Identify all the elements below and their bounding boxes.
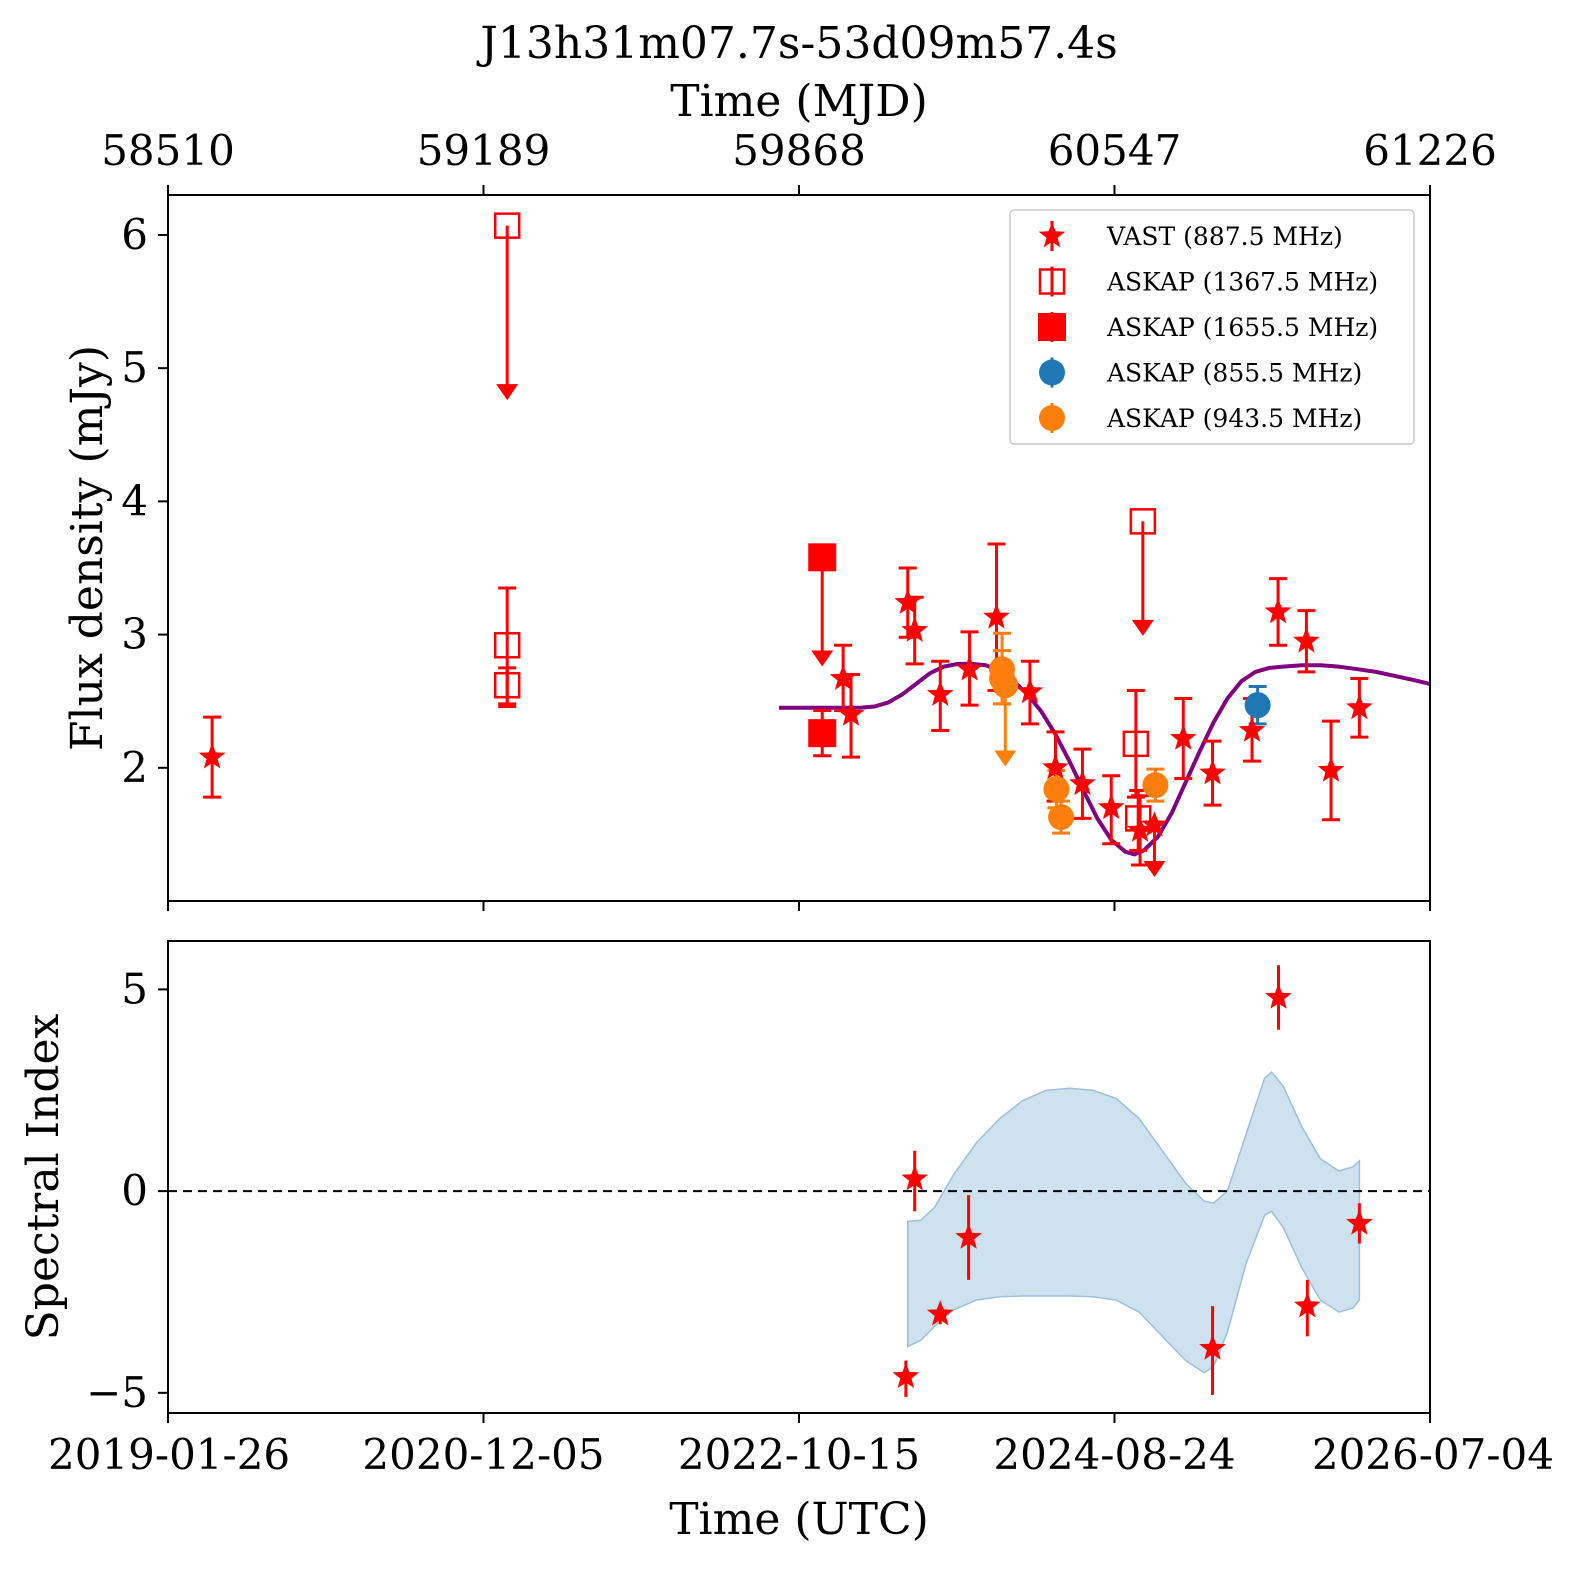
spectral-panel-frame	[167, 940, 1431, 1414]
vast-887-5-mhz-point	[901, 616, 928, 642]
legend-entry: ASKAP (1367.5 MHz)	[1038, 266, 1378, 297]
vast-887-5-mhz-point	[1126, 816, 1154, 842]
confidence-band	[906, 1071, 1361, 1374]
top-x-tick-label: 60547	[1048, 126, 1182, 175]
vast-887-5-mhz-point	[926, 680, 954, 706]
vast-887-5-mhz-point	[837, 700, 865, 726]
askap-943-5-mhz-point	[1048, 804, 1075, 831]
top-x-tick-label: 61226	[1363, 126, 1497, 175]
askap-1655-5-mhz-point	[808, 719, 837, 748]
spectral-index-point	[1294, 1292, 1321, 1318]
spectral-panel-plot-area	[168, 1071, 1430, 1374]
top-x-axis-label: Time (MJD)	[670, 76, 927, 127]
vast-887-5-mhz-point	[983, 603, 1010, 629]
bottom-x-axis-label: Time (UTC)	[669, 1494, 929, 1545]
legend-label: VAST (887.5 MHz)	[1106, 222, 1343, 251]
vast-887-5-mhz-point	[1069, 769, 1096, 796]
spectral-y-axis-label: Spectral Index	[18, 1013, 69, 1340]
vast-887-5-mhz-point	[1264, 597, 1292, 624]
legend: VAST (887.5 MHz) ASKAP (1367.5 MHz) ASKAP …	[1009, 209, 1415, 445]
top-x-tick-label: 59868	[732, 126, 866, 175]
top-x-tick-label: 59189	[417, 126, 551, 175]
vast-887-5-mhz-point	[1346, 693, 1373, 720]
vast-887-5-mhz-point	[1238, 716, 1266, 742]
legend-label: ASKAP (855.5 MHz)	[1106, 359, 1362, 388]
spectral-y-tick-label: 5	[121, 964, 148, 1013]
flux-y-tick-label: 3	[121, 610, 148, 659]
spectral-index-point	[1346, 1209, 1373, 1235]
spectral-panel-marks	[892, 965, 1373, 1397]
askap-943-5-mhz-point	[1142, 772, 1169, 799]
vast-887-5-mhz-point	[1199, 759, 1226, 785]
flux-y-axis-label: Flux density (mJy)	[62, 345, 113, 751]
bottom-x-tick-label: 2026-07-04	[1312, 1430, 1554, 1479]
vast-887-5-mhz-point	[1016, 677, 1044, 704]
vast-887-5-mhz-upper-limit-arrow-head	[1143, 861, 1166, 878]
legend-marker	[1039, 405, 1065, 431]
flux-panel-ticks: 58510 59189 59868 60547 61226 2 3 4 5 6	[101, 126, 1497, 911]
legend-entry: VAST (887.5 MHz)	[1038, 221, 1343, 251]
bottom-x-tick-label: 2019-01-26	[48, 1430, 290, 1479]
vast-887-5-mhz-upper-limit-point	[1141, 811, 1168, 837]
askap-1655-5-mhz-upper-limit-point	[808, 543, 837, 572]
legend-label: ASKAP (1367.5 MHz)	[1106, 268, 1378, 297]
bottom-x-tick-label: 2022-10-15	[678, 1430, 920, 1479]
vast-887-5-mhz-point	[1097, 793, 1125, 820]
vast-887-5-mhz-point	[956, 655, 983, 681]
spectral-y-tick-label: −5	[86, 1368, 148, 1417]
askap-1367-5-mhz-upper-limit-arrow-head	[496, 384, 519, 401]
spectral-index-point	[1265, 983, 1292, 1009]
top-x-tick-label: 58510	[101, 126, 235, 175]
vast-887-5-mhz-point	[1042, 753, 1069, 780]
legend-entry: ASKAP (943.5 MHz)	[1039, 403, 1362, 433]
askap-943-5-mhz-upper-limit-point	[992, 672, 1019, 699]
spectral-index-point	[901, 1165, 928, 1191]
legend-marker	[1038, 222, 1066, 248]
legend-marker	[1038, 268, 1066, 295]
legend-label: ASKAP (943.5 MHz)	[1106, 404, 1362, 433]
legend-marker	[1038, 313, 1066, 341]
flux-y-tick-label: 5	[121, 343, 148, 392]
spectral-y-tick-label: 0	[121, 1166, 148, 1215]
bottom-x-tick-label: 2024-08-24	[993, 1430, 1235, 1479]
askap-1367-5-mhz-upper-limit-point	[1129, 508, 1157, 535]
askap-1367-5-mhz-point	[1124, 805, 1152, 832]
flux-y-tick-label: 6	[121, 210, 148, 259]
flux-y-tick-label: 4	[121, 476, 148, 525]
bottom-x-tick-label: 2020-12-05	[362, 1430, 604, 1479]
vast-887-5-mhz-point	[1317, 756, 1345, 782]
chart-title: J13h31m07.7s-53d09m57.4s	[476, 18, 1118, 69]
askap-1655-5-mhz-upper-limit-arrow-head	[811, 650, 834, 667]
vast-887-5-mhz-point	[829, 664, 857, 690]
legend-label: ASKAP (1655.5 MHz)	[1106, 313, 1378, 342]
askap-943-5-mhz-upper-limit-arrow-head	[994, 750, 1017, 767]
spectral-index-point	[955, 1223, 982, 1249]
legend-entry: ASKAP (855.5 MHz)	[1039, 357, 1362, 388]
flux-panel-frame	[167, 194, 1431, 902]
vast-887-5-mhz-point	[1293, 627, 1320, 653]
askap-1367-5-mhz-point	[493, 631, 521, 659]
flux-panel-marks	[198, 212, 1373, 878]
askap-1367-5-mhz-point	[1122, 730, 1150, 758]
vast-887-5-mhz-point	[894, 588, 921, 614]
flux-y-tick-label: 2	[121, 743, 148, 792]
askap-943-5-mhz-point	[1043, 776, 1070, 803]
askap-1367-5-mhz-point	[493, 671, 521, 699]
spectral-index-point	[1199, 1334, 1226, 1360]
legend-entry: ASKAP (1655.5 MHz)	[1038, 312, 1378, 342]
vast-887-5-mhz-point	[1170, 724, 1197, 750]
spectral-index-point	[926, 1300, 954, 1326]
spectral-panel-ticks: 2019-01-26 2020-12-05 2022-10-15 2024-08-24…	[48, 964, 1554, 1479]
legend-box	[1009, 209, 1415, 445]
spectral-index-point	[892, 1362, 920, 1388]
askap-1367-5-mhz-upper-limit-point	[493, 212, 521, 239]
vast-887-5-mhz-point	[198, 743, 226, 769]
legend-marker	[1039, 359, 1065, 386]
askap-1367-5-mhz-upper-limit-arrow-head	[1131, 619, 1154, 636]
askap-855-5-mhz-point	[1244, 692, 1271, 719]
